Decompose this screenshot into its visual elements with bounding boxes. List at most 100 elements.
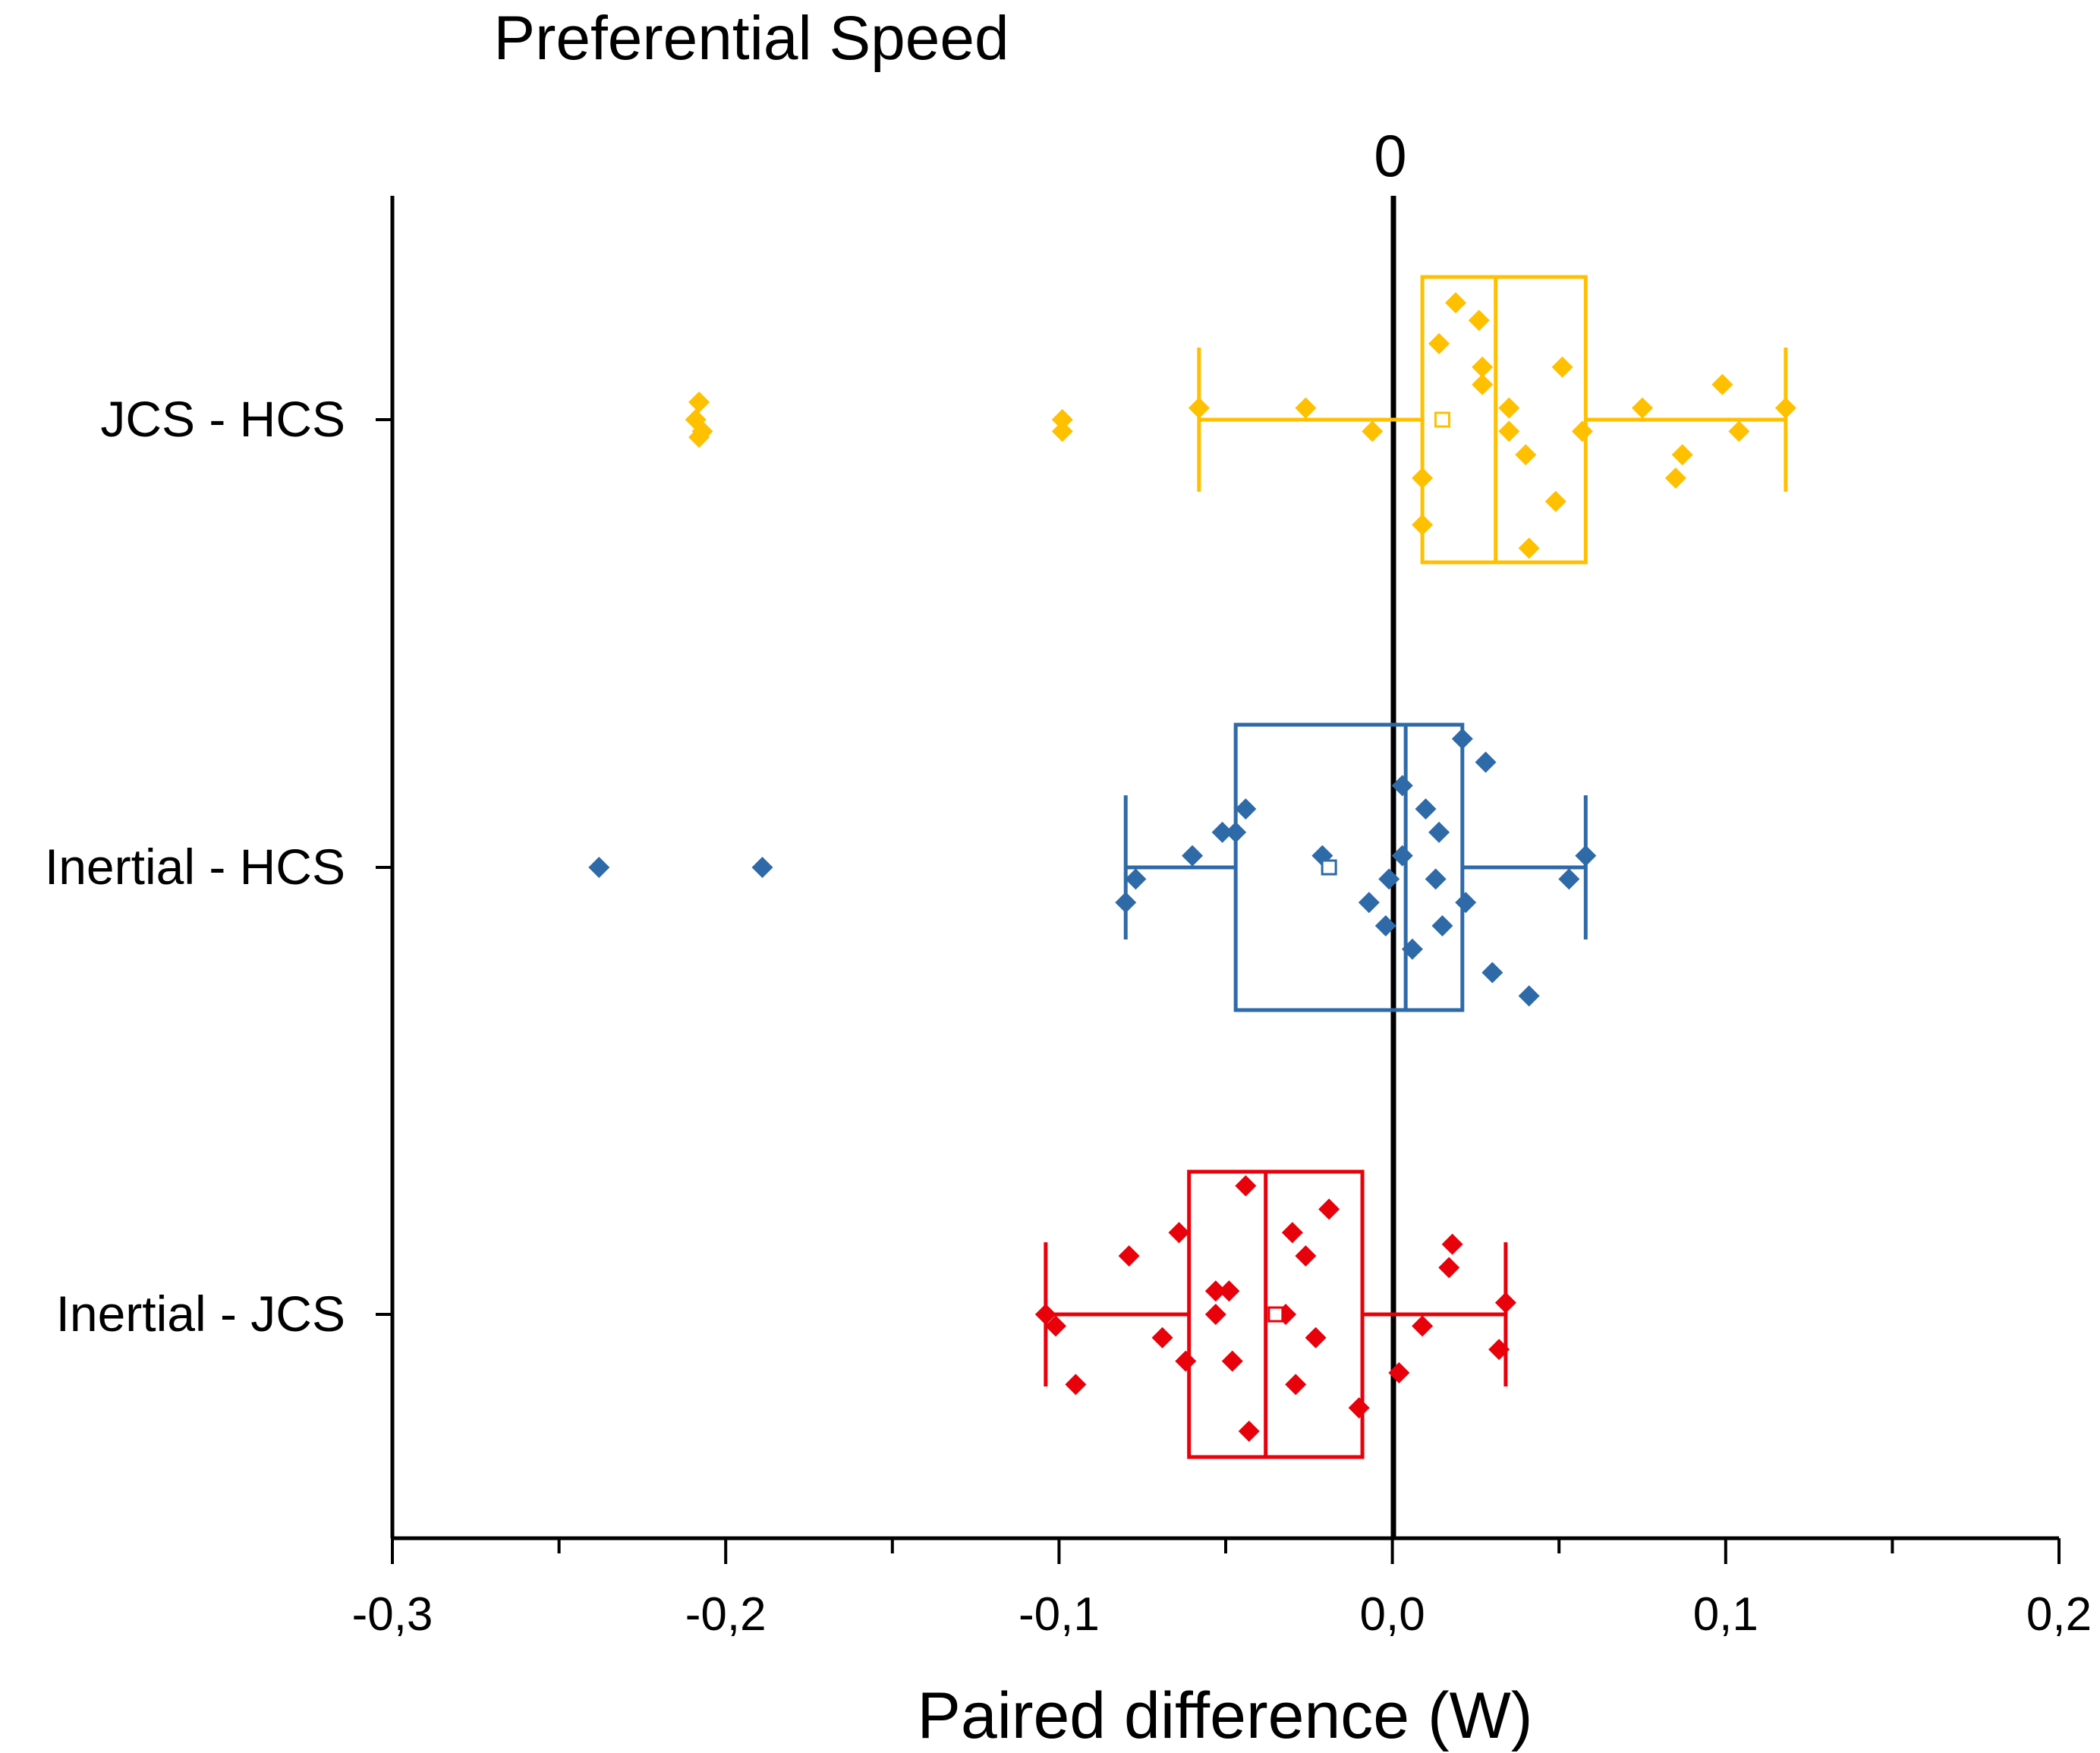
data-point (1774, 397, 1796, 419)
data-point (1472, 373, 1494, 395)
data-point (1494, 1292, 1516, 1314)
data-point (1125, 868, 1147, 890)
y-category-label: Inertial - HCS (45, 839, 345, 895)
series-group (588, 722, 1597, 1012)
data-point (1425, 868, 1447, 890)
y-category-label: JCS - HCS (100, 391, 345, 447)
data-point (1391, 775, 1413, 797)
data-point (1671, 444, 1693, 466)
data-point (1475, 751, 1497, 773)
data-point (1235, 798, 1257, 820)
data-point (1728, 420, 1750, 442)
category-labels: JCS - HCS Inertial - HCS Inertial - JCS (45, 391, 392, 1342)
data-point (1115, 892, 1137, 914)
data-point (1318, 1198, 1340, 1220)
series-group (685, 275, 1796, 565)
data-point (588, 857, 610, 878)
data-point (1065, 1374, 1087, 1396)
axes: 0 Paired difference (W) (390, 122, 2059, 1752)
data-point (1358, 892, 1380, 914)
data-point (1518, 985, 1540, 1007)
data-point (1445, 292, 1467, 313)
x-tick-label: -0,1 (1019, 1588, 1100, 1641)
data-point (751, 857, 773, 878)
mean-marker (1434, 411, 1450, 428)
data-point (1472, 356, 1494, 378)
data-point (1498, 397, 1520, 419)
data-point (1412, 1315, 1434, 1337)
data-point (1438, 1257, 1460, 1279)
x-axis-label: Paired difference (W) (918, 1679, 1533, 1752)
data-point (1225, 821, 1247, 843)
zero-line-label: 0 (1374, 122, 1406, 189)
x-axis-ticks: -0,3 -0,2 -0,1 0,0 0,1 0,2 (352, 1538, 2092, 1641)
data-point (1362, 420, 1384, 442)
data-point (691, 420, 713, 442)
data-point (1498, 420, 1520, 442)
data-point (1348, 1397, 1370, 1419)
data-point (1428, 821, 1450, 843)
data-point (1412, 467, 1434, 489)
data-point (1455, 892, 1477, 914)
box-iqr (1420, 275, 1588, 565)
data-point (1428, 332, 1450, 354)
data-point (1391, 845, 1413, 867)
data-point (1558, 868, 1580, 890)
data-point (1388, 1362, 1410, 1383)
box-iqr (1187, 1169, 1365, 1459)
data-point (1221, 1350, 1243, 1372)
x-tick-label: 0,0 (1359, 1588, 1425, 1641)
data-point (1515, 444, 1537, 466)
data-point (1235, 1175, 1257, 1197)
data-point (1238, 1421, 1260, 1442)
data-point (1168, 1222, 1190, 1244)
series-group (1034, 1169, 1516, 1459)
data-point (1378, 868, 1400, 890)
data-point (1518, 537, 1540, 559)
data-point (1488, 1339, 1510, 1361)
data-point (1632, 397, 1653, 419)
data-point (1481, 961, 1503, 984)
data-point (1305, 1327, 1327, 1349)
data-point (1051, 420, 1073, 442)
data-point (1045, 1315, 1067, 1337)
data-point (1151, 1327, 1173, 1349)
data-point (1711, 373, 1733, 395)
data-point (1182, 845, 1204, 867)
x-tick-label: -0,2 (685, 1588, 767, 1641)
data-point (1401, 938, 1423, 960)
data-point (1412, 514, 1434, 536)
mean-marker (1267, 1306, 1284, 1323)
x-tick-label: 0,2 (2026, 1588, 2092, 1641)
data-point (1188, 397, 1210, 419)
data-point (1211, 821, 1233, 843)
data-point (1295, 397, 1317, 419)
data-point (1575, 845, 1597, 867)
data-point (1051, 409, 1073, 430)
data-point (1034, 1304, 1056, 1325)
chart-title: Preferential Speed (493, 4, 1009, 73)
data-point (1118, 1245, 1140, 1267)
data-point (1218, 1280, 1240, 1302)
data-point (1295, 1245, 1317, 1267)
data-point (1441, 1233, 1463, 1255)
box-iqr (1233, 722, 1465, 1012)
data-point (1664, 467, 1686, 489)
data-point (688, 391, 710, 413)
data-point (1551, 356, 1573, 378)
data-point (1175, 1350, 1197, 1372)
data-point (1431, 915, 1453, 936)
data-point (1468, 310, 1490, 332)
x-tick-label: 0,1 (1693, 1588, 1758, 1641)
mean-marker (1321, 859, 1337, 876)
data-point (1571, 420, 1593, 442)
plot-data (588, 275, 1796, 1459)
data-point (1281, 1222, 1303, 1244)
data-point (1285, 1374, 1307, 1396)
data-point (1451, 728, 1473, 750)
data-point (1374, 915, 1396, 936)
data-point (1204, 1304, 1226, 1325)
data-point (1415, 798, 1437, 820)
x-tick-label: -0,3 (352, 1588, 433, 1641)
